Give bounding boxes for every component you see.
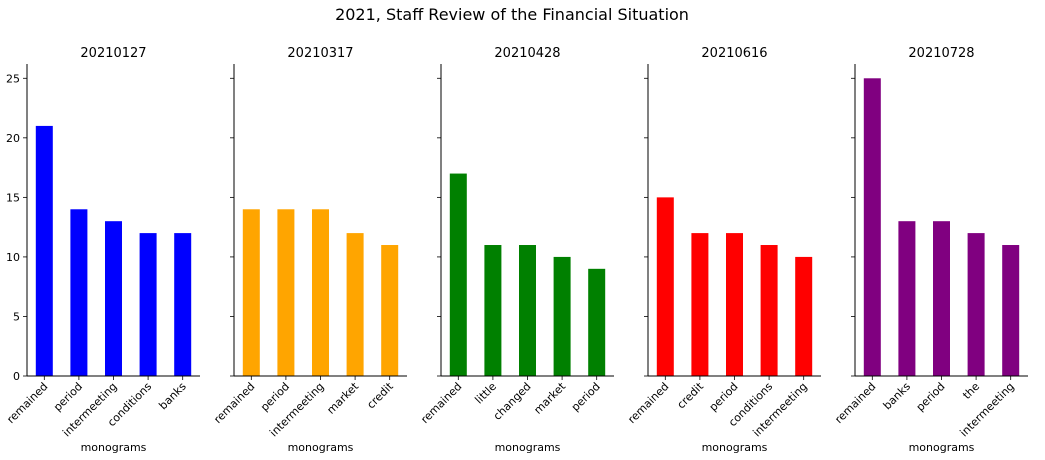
subplot-title: 20210616	[701, 46, 767, 61]
y-tick-label: 20	[6, 132, 20, 145]
bar-period	[726, 233, 743, 376]
bar-banks	[174, 233, 192, 376]
x-tick-label: banks	[156, 380, 189, 413]
x-tick-label: period	[914, 380, 948, 414]
x-tick-label: changed	[491, 380, 534, 423]
bar-period	[70, 209, 88, 376]
x-axis-label: monograms	[495, 441, 561, 454]
subplot-title: 20210728	[908, 46, 974, 61]
x-axis-label: monograms	[81, 441, 147, 454]
bar-credit	[381, 245, 399, 376]
bar-conditions	[139, 233, 157, 376]
x-tick-label: market	[324, 379, 361, 416]
x-tick-label: period	[569, 380, 603, 414]
bar-credit	[691, 233, 709, 376]
x-tick-label: credit	[364, 379, 396, 411]
x-tick-label: period	[51, 380, 85, 414]
y-tick-label: 5	[13, 310, 20, 323]
y-tick-label: 0	[13, 370, 20, 383]
x-axis-label: monograms	[288, 441, 354, 454]
bar-changed	[519, 245, 536, 376]
bar-intermeeting	[105, 221, 122, 376]
x-tick-label: banks	[881, 380, 914, 413]
bar-the	[967, 233, 985, 376]
bar-remained	[863, 78, 881, 376]
bar-banks	[898, 221, 916, 376]
x-tick-label: market	[531, 379, 568, 416]
x-tick-label: period	[707, 380, 741, 414]
y-tick-label: 10	[6, 251, 20, 264]
subplot-title: 20210317	[287, 46, 353, 61]
bar-market	[346, 233, 364, 376]
bar-period	[933, 221, 950, 376]
figure-title: 2021, Staff Review of the Financial Situ…	[335, 5, 689, 24]
x-tick-label: the	[960, 380, 982, 402]
x-axis-label: monograms	[702, 441, 768, 454]
x-tick-label: remained	[4, 380, 50, 426]
x-tick-label: period	[258, 380, 292, 414]
bar-period	[588, 268, 606, 376]
x-tick-label: remained	[418, 380, 464, 426]
x-tick-label: remained	[211, 380, 257, 426]
bar-remained	[35, 125, 53, 376]
bar-conditions	[760, 245, 778, 376]
x-tick-label: credit	[675, 379, 707, 411]
y-tick-label: 15	[6, 191, 20, 204]
bar-intermeeting	[312, 209, 329, 376]
bar-period	[277, 209, 295, 376]
x-tick-label: remained	[832, 380, 878, 426]
bar-little	[484, 245, 502, 376]
y-tick-label: 25	[6, 72, 20, 85]
bar-remained	[449, 173, 467, 376]
x-axis-label: monograms	[909, 441, 975, 454]
bar-market	[553, 256, 571, 376]
subplot-title: 20210127	[80, 46, 146, 61]
bar-remained	[656, 197, 674, 376]
subplot-title: 20210428	[494, 46, 560, 61]
x-tick-label: remained	[625, 380, 671, 426]
bar-intermeeting	[795, 256, 813, 376]
bar-remained	[242, 209, 260, 376]
x-tick-label: little	[472, 380, 499, 407]
bar-intermeeting	[1002, 245, 1020, 376]
